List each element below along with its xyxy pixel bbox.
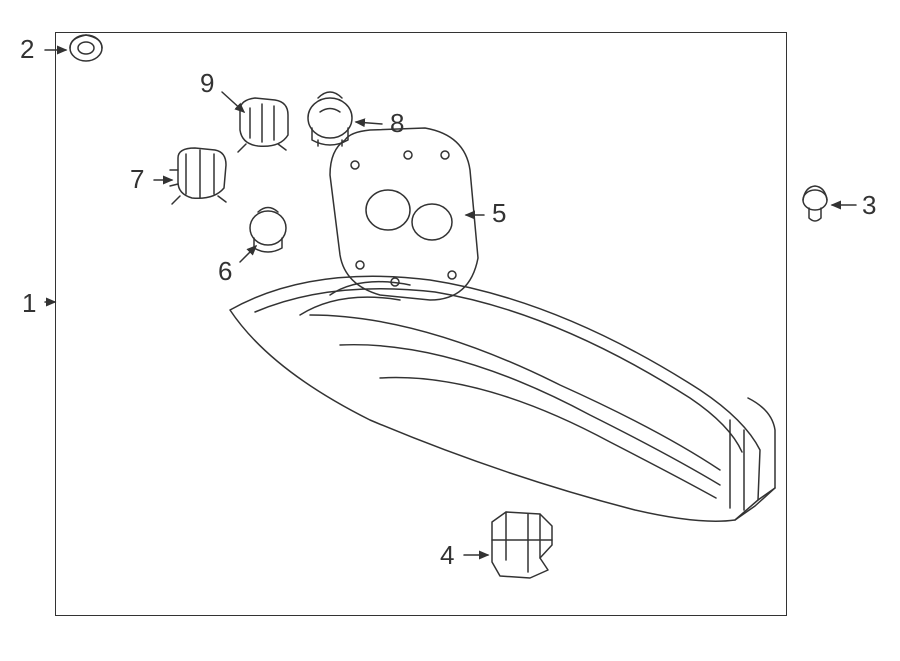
- callout-4: 4: [440, 542, 454, 568]
- part-gasket-plate: [330, 128, 478, 300]
- callout-1: 1: [22, 290, 36, 316]
- part-tail-lamp-lens: [230, 276, 775, 521]
- callout-5: 5: [492, 200, 506, 226]
- callout-3: 3: [862, 192, 876, 218]
- part-bulb-large: [308, 92, 352, 146]
- part-grommet-left: [70, 35, 102, 61]
- part-clip-right: [803, 186, 827, 221]
- part-socket-a: [170, 148, 226, 204]
- part-bulb-small: [250, 208, 286, 253]
- callout-2: 2: [20, 36, 34, 62]
- callout-9: 9: [200, 70, 214, 96]
- callout-6: 6: [218, 258, 232, 284]
- part-bracket: [492, 512, 552, 578]
- callout-8: 8: [390, 110, 404, 136]
- callout-7: 7: [130, 166, 144, 192]
- diagram-stage: 1 2 3 4 5 6 7 8 9: [0, 0, 900, 661]
- leader-lines: [45, 50, 856, 555]
- part-socket-b: [238, 98, 288, 152]
